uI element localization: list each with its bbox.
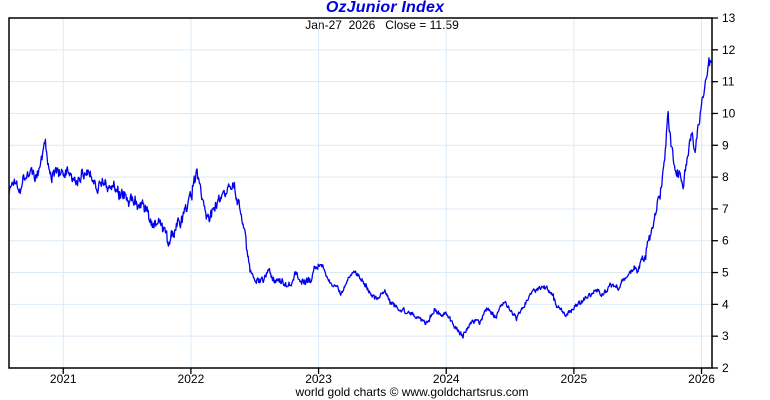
x-tick-label: 2022 [178, 372, 205, 386]
x-tick-label: 2026 [688, 372, 715, 386]
price-line [8, 57, 712, 339]
y-tick-label: 3 [722, 329, 729, 343]
x-tick-label: 2021 [50, 372, 77, 386]
y-tick-label: 9 [722, 138, 729, 152]
x-tick-label: 2023 [305, 372, 332, 386]
y-tick-label: 11 [722, 75, 735, 89]
y-tick-label: 6 [722, 234, 729, 248]
y-tick-label: 8 [722, 170, 729, 184]
y-tick-label: 12 [722, 43, 736, 57]
chart-title: OzJunior Index [325, 0, 445, 16]
plot-border [8, 17, 713, 369]
chart-annotation: Jan-27 2026 Close = 11.59 [305, 18, 459, 32]
y-tick-label: 10 [722, 106, 736, 120]
y-tick-label: 5 [722, 266, 729, 280]
y-tick-label: 7 [722, 202, 729, 216]
y-tick-label: 2 [722, 361, 729, 375]
credit-text: world gold charts © www.goldchartsrus.co… [295, 385, 529, 399]
y-tick-label: 13 [722, 11, 736, 25]
y-tick-label: 4 [722, 297, 729, 311]
x-tick-label: 2025 [561, 372, 588, 386]
x-tick-label: 2024 [433, 372, 460, 386]
